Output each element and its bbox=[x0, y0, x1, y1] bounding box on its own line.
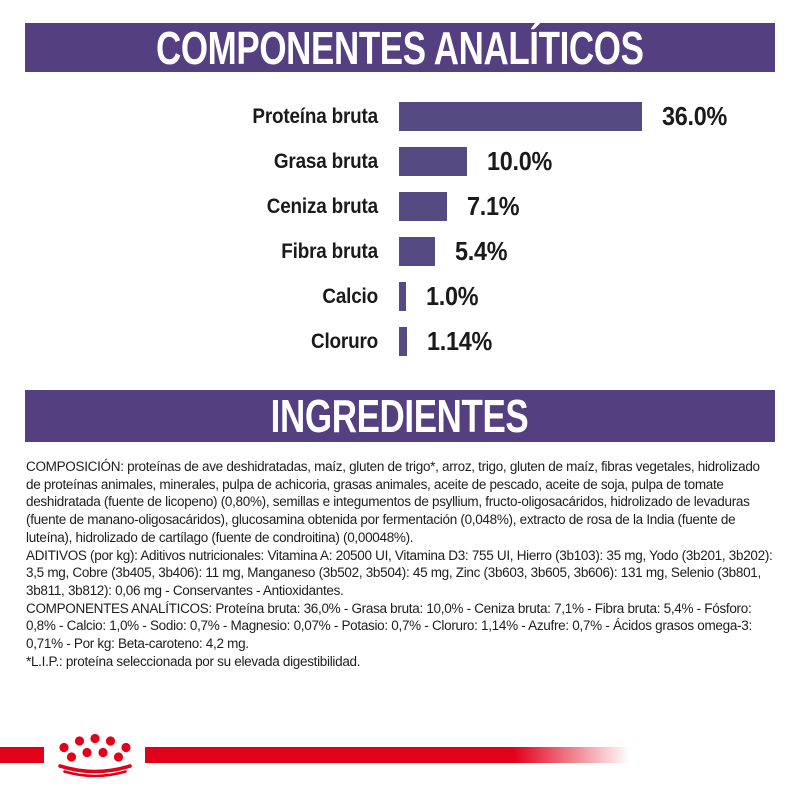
chart-bar bbox=[399, 327, 407, 356]
chart-bar-area: 1.14% bbox=[399, 326, 499, 357]
brand-stripe-left bbox=[0, 747, 44, 763]
chart-row: Calcio 1.0% bbox=[0, 274, 800, 319]
chart-row: Ceniza bruta 7.1% bbox=[0, 184, 800, 229]
chart-row-value: 36.0% bbox=[662, 101, 728, 131]
chart-bar bbox=[399, 102, 642, 131]
ingredients-text-block: COMPOSICIÓN: proteínas de ave deshidrata… bbox=[26, 458, 774, 670]
chart-bar bbox=[399, 192, 447, 221]
chart-row-label: Fibra bruta bbox=[281, 239, 378, 263]
analytical-constituents-paragraph: COMPONENTES ANALÍTICOS: Proteína bruta: … bbox=[26, 600, 752, 652]
additives-paragraph: ADITIVOS (por kg): Aditivos nutricionale… bbox=[26, 547, 773, 598]
composition-paragraph: COMPOSICIÓN: proteínas de ave deshidrata… bbox=[26, 459, 760, 545]
chart-row: Fibra bruta 5.4% bbox=[0, 229, 800, 274]
chart-row-label: Grasa bruta bbox=[273, 149, 378, 173]
chart-row-label: Ceniza bruta bbox=[266, 194, 378, 218]
chart-row-label: Proteína bruta bbox=[252, 104, 378, 128]
chart-bar-area: 1.0% bbox=[399, 281, 484, 312]
chart-bar-area: 7.1% bbox=[399, 191, 525, 222]
analytical-components-title: COMPONENTES ANALÍTICOS bbox=[156, 21, 644, 74]
chart-row-value: 10.0% bbox=[487, 146, 553, 176]
chart-bar bbox=[399, 282, 406, 311]
analytical-components-chart: Proteína bruta 36.0% Grasa bruta 10.0% C… bbox=[0, 94, 800, 364]
brand-stripe-right bbox=[145, 747, 630, 763]
chart-row-value: 1.14% bbox=[427, 326, 493, 356]
chart-row: Proteína bruta 36.0% bbox=[0, 94, 800, 139]
chart-bar-area: 36.0% bbox=[399, 101, 734, 132]
chart-bar-area: 5.4% bbox=[399, 236, 513, 267]
chart-row-value: 1.0% bbox=[426, 281, 479, 311]
royal-canin-crown-icon bbox=[50, 730, 140, 784]
chart-row-value: 7.1% bbox=[467, 191, 520, 221]
chart-bar bbox=[399, 237, 435, 266]
chart-row: Cloruro 1.14% bbox=[0, 319, 800, 364]
analytical-components-banner: COMPONENTES ANALÍTICOS bbox=[25, 23, 775, 72]
ingredients-banner: INGREDIENTES bbox=[25, 390, 775, 442]
chart-row: Grasa bruta 10.0% bbox=[0, 139, 800, 184]
lip-note: *L.I.P.: proteína seleccionada por su el… bbox=[26, 653, 361, 669]
chart-row-value: 5.4% bbox=[455, 236, 508, 266]
chart-bar-area: 10.0% bbox=[399, 146, 559, 177]
chart-bar bbox=[399, 147, 467, 176]
ingredients-title: INGREDIENTES bbox=[271, 390, 529, 442]
chart-row-label: Calcio bbox=[322, 284, 378, 308]
chart-row-label: Cloruro bbox=[311, 329, 378, 353]
